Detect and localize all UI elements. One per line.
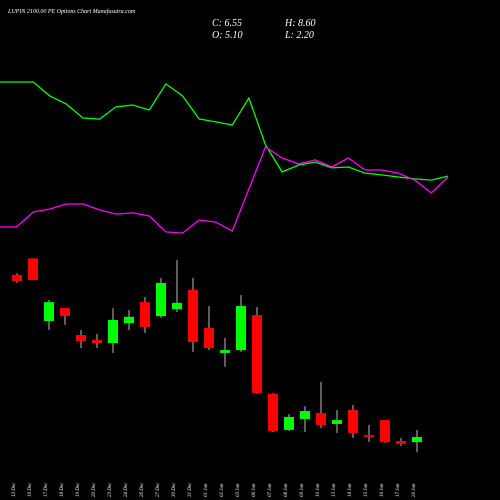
candle-body [268, 393, 278, 431]
x-tick-label: 06 Jan [252, 483, 257, 497]
x-tick-label: 17 Dec [44, 482, 49, 497]
candle-body [364, 435, 374, 437]
x-tick-label: 27 Dec [156, 482, 161, 497]
x-tick-label: 10 Jan [316, 483, 321, 497]
x-tick-label: 08 Jan [284, 483, 289, 497]
x-tick-label: 20 Dec [92, 482, 97, 497]
x-tick-label: 02 Jan [220, 483, 225, 497]
indicator-line [0, 146, 449, 234]
x-tick-label: 24 Dec [124, 482, 129, 497]
chart-title: LUPIN 2100.00 PE Options Chart Munafasut… [7, 8, 136, 15]
candle-body [300, 411, 310, 420]
x-tick-label: 26 Dec [140, 482, 145, 497]
low-text: L: 2.20 [284, 30, 314, 41]
candle-body [316, 413, 326, 425]
candle-body [60, 308, 70, 317]
candle-body [28, 258, 38, 281]
high-text: H: 8.60 [284, 18, 316, 29]
x-tick-label: 19 Dec [76, 482, 81, 497]
candle-body [44, 302, 54, 322]
x-tick-label: 13 Dec [12, 482, 17, 497]
x-tick-label: 18 Dec [60, 482, 65, 497]
candle-body [284, 416, 294, 430]
candle-body [252, 315, 262, 394]
candle-body [76, 335, 86, 341]
candle-body [92, 339, 102, 344]
candle-body [412, 437, 422, 443]
x-tick-label: 20 Jan [412, 483, 417, 497]
candle-body [204, 328, 214, 348]
candle-body [12, 274, 22, 282]
x-tick-label: 31 Dec [188, 482, 193, 497]
x-tick-label: 17 Jan [396, 483, 401, 497]
x-tick-label: 16 Jan [380, 483, 385, 497]
x-tick-label: 13 Jan [332, 483, 337, 497]
candle-body [156, 282, 166, 317]
candle-body [380, 420, 390, 443]
x-tick-label: 07 Jan [268, 483, 273, 497]
x-tick-label: 09 Jan [300, 483, 305, 497]
close-text: C: 6.55 [212, 18, 242, 29]
candle-body [236, 306, 246, 351]
x-tick-label: 30 Dec [172, 482, 177, 497]
open-text: O: 5.10 [212, 30, 243, 41]
x-tick-label: 03 Jan [236, 483, 241, 497]
candle-body [220, 350, 230, 353]
candle-body [348, 409, 358, 434]
candle-body [108, 320, 118, 344]
candle-body [124, 316, 134, 324]
x-tick-label: 01 Jan [204, 483, 209, 497]
candle-body [332, 420, 342, 424]
candle-body [188, 289, 198, 343]
candle-body [172, 302, 182, 310]
indicator-line [0, 81, 449, 181]
candle-body [396, 441, 406, 444]
x-tick-label: 14 Jan [348, 483, 353, 497]
x-tick-label: 23 Dec [108, 482, 113, 497]
x-tick-label: 15 Jan [364, 483, 369, 497]
candle-body [140, 302, 150, 327]
x-tick-label: 16 Dec [28, 482, 33, 497]
